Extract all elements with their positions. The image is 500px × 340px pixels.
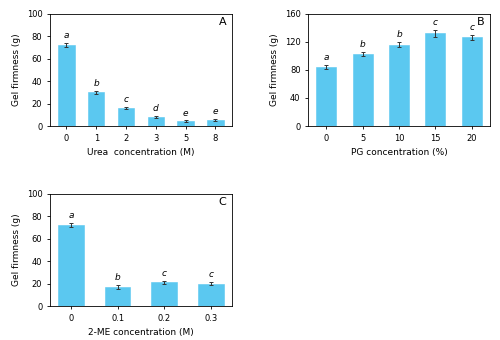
Text: b: b <box>94 79 99 88</box>
Bar <box>148 117 164 126</box>
Bar <box>118 108 134 126</box>
Text: c: c <box>469 23 474 32</box>
Bar <box>353 54 373 126</box>
Bar <box>152 283 177 306</box>
X-axis label: PG concentration (%): PG concentration (%) <box>350 148 448 157</box>
Text: a: a <box>324 53 329 63</box>
Y-axis label: Gel firmness (g): Gel firmness (g) <box>12 214 21 286</box>
Text: a: a <box>68 211 74 220</box>
Bar <box>207 120 224 126</box>
Text: b: b <box>396 30 402 39</box>
Bar <box>105 287 130 306</box>
Text: a: a <box>64 31 69 40</box>
Bar <box>178 121 194 126</box>
Text: b: b <box>115 273 120 283</box>
Text: B: B <box>477 17 484 27</box>
Text: e: e <box>212 107 218 116</box>
Text: c: c <box>208 270 213 279</box>
Text: c: c <box>433 18 438 27</box>
Y-axis label: Gel firmness (g): Gel firmness (g) <box>270 34 279 106</box>
Bar <box>198 284 224 306</box>
Text: b: b <box>360 40 366 49</box>
Text: C: C <box>218 197 226 207</box>
Bar <box>58 45 74 126</box>
Y-axis label: Gel firmness (g): Gel firmness (g) <box>12 34 21 106</box>
X-axis label: 2-ME concentration (M): 2-ME concentration (M) <box>88 328 194 337</box>
X-axis label: Urea  concentration (M): Urea concentration (M) <box>87 148 194 157</box>
Text: A: A <box>218 17 226 27</box>
Text: e: e <box>183 108 188 118</box>
Bar <box>316 67 336 126</box>
Bar <box>389 45 409 126</box>
Text: c: c <box>162 269 166 278</box>
Bar <box>462 37 481 126</box>
Bar <box>426 33 446 126</box>
Text: c: c <box>124 95 128 104</box>
Text: d: d <box>153 104 158 113</box>
Bar <box>58 225 84 306</box>
Bar <box>88 92 104 126</box>
